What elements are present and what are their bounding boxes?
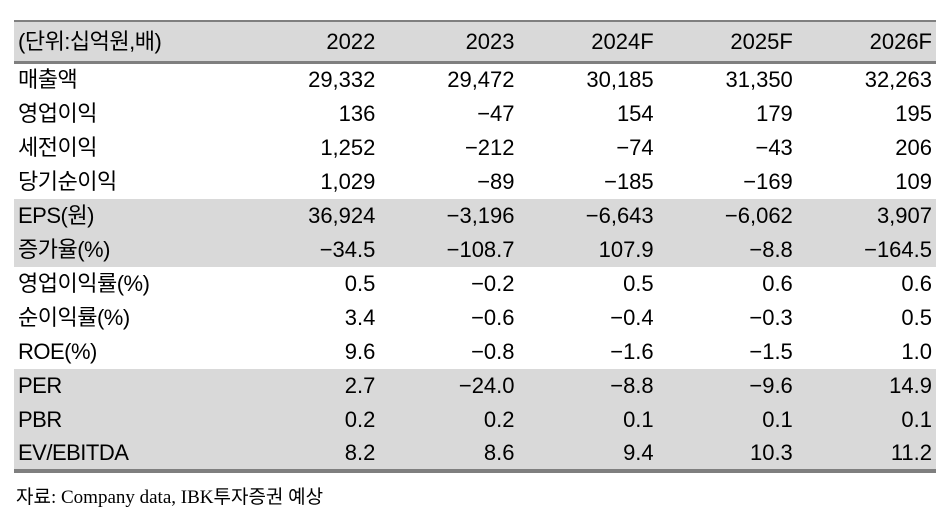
- cell-value: −6,643: [585, 202, 654, 228]
- cell-value: −108.7: [446, 236, 515, 262]
- cell-value: 136: [338, 100, 376, 126]
- unit-label: (단위:십억원,배): [18, 28, 162, 54]
- row-label: 영업이익: [18, 100, 97, 126]
- row-label: EPS(원): [18, 202, 94, 228]
- year-header: 2025F: [730, 28, 793, 54]
- cell-value: −74: [616, 134, 654, 160]
- cell-value: −34.5: [319, 236, 376, 262]
- cell-value: 29,332: [308, 67, 376, 93]
- table-row: 영업이익률(%) 0.5 −0.2 0.5 0.6 0.6: [14, 267, 936, 301]
- table-row: ROE(%) 9.6 −0.8 −1.6 −1.5 1.0: [14, 335, 936, 369]
- year-header: 2022: [326, 28, 376, 54]
- cell-value: 0.2: [344, 406, 376, 432]
- cell-value: 0.2: [483, 406, 515, 432]
- cell-value: 1.0: [901, 338, 932, 364]
- row-label: 영업이익률(%): [18, 270, 150, 296]
- table-row: 매출액 29,332 29,472 30,185 31,350 32,263: [14, 63, 936, 97]
- cell-value: 10.3: [749, 439, 793, 465]
- cell-value: −1.6: [610, 338, 654, 364]
- row-label: PER: [18, 372, 62, 398]
- cell-value: −1.5: [749, 338, 793, 364]
- cell-value: −0.6: [471, 304, 515, 330]
- year-header: 2026F: [869, 28, 932, 54]
- cell-value: −47: [477, 100, 515, 126]
- cell-value: 0.1: [762, 406, 793, 432]
- year-header: 2023: [465, 28, 515, 54]
- cell-value: 9.6: [344, 338, 376, 364]
- cell-value: 32,263: [864, 67, 932, 93]
- header-row: (단위:십억원,배) 2022 2023 2024F 2025F 2026F: [14, 21, 936, 63]
- source-note: 자료: Company data, IBK투자증권 예상: [16, 486, 324, 508]
- cell-value: −43: [755, 134, 793, 160]
- cell-value: 0.6: [901, 270, 932, 296]
- table-row: 증가율(%) −34.5 −108.7 107.9 −8.8 −164.5: [14, 232, 936, 267]
- cell-value: 0.1: [623, 406, 654, 432]
- table-row: PBR 0.2 0.2 0.1 0.1 0.1: [14, 402, 936, 437]
- year-header: 2024F: [591, 28, 654, 54]
- cell-value: 36,924: [308, 202, 376, 228]
- cell-value: −0.3: [749, 304, 793, 330]
- table-body: 매출액 29,332 29,472 30,185 31,350 32,263 영업이익 136…: [14, 63, 936, 471]
- cell-value: −185: [604, 168, 654, 194]
- cell-value: −0.4: [610, 304, 654, 330]
- table-row: 영업이익 136 −47 154 179 195: [14, 97, 936, 131]
- table-row: EV/EBITDA 8.2 8.6 9.4 10.3 11.2: [14, 436, 936, 471]
- row-label: 세전이익: [18, 134, 97, 160]
- table-row: PER 2.7 −24.0 −8.8 −9.6 14.9: [14, 368, 936, 403]
- cell-value: 1,252: [320, 134, 376, 160]
- cell-value: 195: [895, 100, 932, 126]
- row-label: 매출액: [18, 67, 78, 93]
- row-label: 순이익률(%): [18, 304, 130, 330]
- table-row: 순이익률(%) 3.4 −0.6 −0.4 −0.3 0.5: [14, 301, 936, 335]
- cell-value: −9.6: [749, 372, 793, 398]
- row-label: ROE(%): [18, 338, 97, 364]
- cell-value: −6,062: [724, 202, 793, 228]
- cell-value: 0.5: [901, 304, 932, 330]
- row-label: EV/EBITDA: [18, 439, 129, 465]
- cell-value: −89: [477, 168, 515, 194]
- cell-value: 30,185: [586, 67, 654, 93]
- cell-value: −8.8: [610, 372, 654, 398]
- cell-value: 8.2: [344, 439, 376, 465]
- cell-value: −164.5: [864, 236, 932, 262]
- cell-value: 0.6: [762, 270, 793, 296]
- cell-value: 2.7: [344, 372, 376, 398]
- cell-value: 3,907: [876, 202, 932, 228]
- cell-value: 31,350: [725, 67, 793, 93]
- financial-summary-table: (단위:십억원,배) 2022 2023 2024F 2025F 2026F 매출액 29…: [14, 20, 936, 473]
- cell-value: 0.5: [344, 270, 376, 296]
- cell-value: −0.8: [471, 338, 515, 364]
- cell-value: 14.9: [889, 372, 932, 398]
- cell-value: −8.8: [749, 236, 793, 262]
- cell-value: 11.2: [890, 439, 932, 465]
- table-row: 당기순이익 1,029 −89 −185 −169 109: [14, 165, 936, 199]
- cell-value: 154: [616, 100, 654, 126]
- cell-value: −0.2: [471, 270, 515, 296]
- cell-value: 206: [895, 134, 932, 160]
- table-row: 세전이익 1,252 −212 −74 −43 206: [14, 131, 936, 165]
- cell-value: 0.5: [623, 270, 654, 296]
- row-label: 증가율(%): [18, 236, 110, 262]
- cell-value: 3.4: [344, 304, 376, 330]
- cell-value: 179: [756, 100, 793, 126]
- cell-value: 29,472: [447, 67, 515, 93]
- cell-value: 0.1: [901, 406, 932, 432]
- table-row: EPS(원) 36,924 −3,196 −6,643 −6,062 3,907: [14, 198, 936, 233]
- cell-value: 8.6: [483, 439, 515, 465]
- cell-value: −169: [743, 168, 793, 194]
- cell-value: 107.9: [598, 236, 654, 262]
- cell-value: −3,196: [446, 202, 515, 228]
- row-label: PBR: [18, 406, 62, 432]
- cell-value: −24.0: [458, 372, 515, 398]
- row-label: 당기순이익: [18, 168, 117, 194]
- cell-value: −212: [464, 134, 515, 160]
- cell-value: 1,029: [320, 168, 376, 194]
- cell-value: 9.4: [623, 439, 654, 465]
- cell-value: 109: [895, 168, 932, 194]
